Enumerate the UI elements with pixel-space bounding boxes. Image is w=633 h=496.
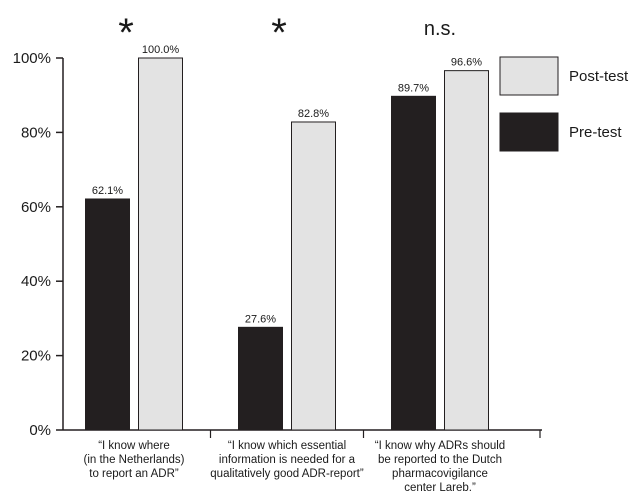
category-label: “I know where (in the Netherlands) to repo… bbox=[84, 440, 185, 480]
legend-label: Post-test bbox=[569, 68, 629, 85]
data-label-post-test: 96.6% bbox=[451, 57, 482, 69]
data-label-pre-test: 62.1% bbox=[92, 185, 123, 197]
bar-pre-test bbox=[85, 198, 130, 431]
legend-label: Pre-test bbox=[569, 124, 622, 141]
y-tick-label: 60% bbox=[21, 199, 51, 216]
significance-star: * bbox=[271, 11, 287, 55]
category-label-line: “I know which essential bbox=[228, 440, 346, 452]
significance-ns: n.s. bbox=[424, 18, 456, 40]
legend: Post-test Pre-test bbox=[499, 56, 629, 152]
category-label-line: be reported to the Dutch bbox=[378, 454, 502, 466]
bar-post-test bbox=[444, 70, 489, 431]
bar-post-test bbox=[291, 121, 336, 431]
legend-swatch bbox=[499, 112, 559, 152]
y-tick-label: 0% bbox=[29, 422, 51, 439]
category-label: “I know why ADRs should be reported to th… bbox=[375, 440, 505, 494]
bar-pre-test bbox=[391, 95, 436, 431]
bars bbox=[85, 57, 489, 431]
category-label-line: pharmacovigilance bbox=[392, 468, 488, 480]
significance-markers: * * n.s. bbox=[118, 11, 456, 55]
bar-pre-test bbox=[238, 326, 283, 431]
category-label-line: to report an ADR” bbox=[89, 468, 179, 480]
bar-post-test bbox=[138, 57, 183, 431]
data-label-post-test: 82.8% bbox=[298, 108, 329, 120]
data-label-pre-test: 27.6% bbox=[245, 313, 276, 325]
legend-swatch bbox=[499, 56, 559, 96]
y-tick-label: 20% bbox=[21, 348, 51, 365]
category-label-line: “I know where bbox=[98, 440, 170, 452]
category-label-line: information is needed for a bbox=[219, 454, 356, 466]
data-labels: 62.1% 100.0% 27.6% 82.8% 89.7% 96.6% bbox=[92, 44, 482, 325]
category-labels: “I know where (in the Netherlands) to repo… bbox=[84, 440, 506, 494]
data-label-pre-test: 89.7% bbox=[398, 82, 429, 94]
category-label-line: center Lareb.” bbox=[404, 482, 476, 494]
significance-star: * bbox=[118, 11, 134, 55]
category-label-line: “I know why ADRs should bbox=[375, 440, 505, 452]
data-label-post-test: 100.0% bbox=[142, 44, 180, 56]
category-label: “I know which essential information is ne… bbox=[210, 440, 364, 480]
category-label-line: (in the Netherlands) bbox=[84, 454, 185, 466]
y-tick-label: 80% bbox=[21, 124, 51, 141]
y-tick-label: 100% bbox=[13, 50, 51, 67]
category-label-line: qualitatively good ADR-report” bbox=[210, 468, 364, 480]
y-tick-label: 40% bbox=[21, 273, 51, 290]
